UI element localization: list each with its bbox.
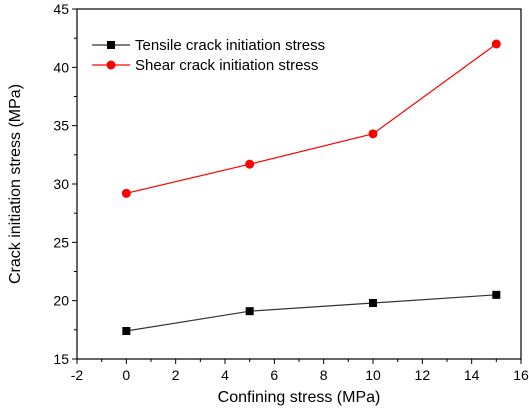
series-layer: [121, 39, 501, 335]
legend: Tensile crack initiation stress Shear cra…: [92, 37, 325, 74]
data-point-square: [245, 307, 254, 316]
x-tick-label: 12: [415, 367, 431, 383]
legend-label: Tensile crack initiation stress: [135, 37, 325, 54]
x-axis-ticks: -2 0 2 4 6 8 10 12 14 16: [71, 359, 529, 383]
y-axis-title: Crack initiation stress (MPa): [7, 84, 24, 284]
y-tick-label: 40: [53, 59, 69, 75]
x-tick-label: 4: [221, 367, 229, 383]
series-line: [126, 43, 497, 194]
x-axis-title: Confining stress (MPa): [218, 389, 381, 406]
data-point-square: [492, 290, 501, 299]
data-point-circle: [368, 129, 378, 139]
data-point-circle: [491, 39, 501, 49]
y-tick-label: 15: [53, 351, 69, 367]
x-tick-label: 14: [464, 367, 480, 383]
x-tick-label: 8: [320, 367, 328, 383]
x-tick-label: 10: [365, 367, 381, 383]
data-point-circle: [245, 159, 255, 169]
y-tick-label: 30: [53, 176, 69, 192]
y-tick-label: 45: [53, 1, 69, 17]
legend-label: Shear crack initiation stress: [135, 57, 318, 74]
x-tick-label: -2: [71, 367, 84, 383]
legend-marker-circle: [106, 60, 116, 70]
y-axis-ticks: 15 20 25 30 35 40 45: [53, 1, 77, 367]
x-tick-label: 16: [513, 367, 529, 383]
data-point-square: [369, 299, 377, 307]
y-tick-label: 25: [53, 234, 69, 250]
data-point-circle: [121, 188, 131, 198]
x-tick-label: 2: [172, 367, 180, 383]
x-tick-label: 0: [122, 367, 130, 383]
x-tick-label: 6: [270, 367, 278, 383]
legend-marker-square: [107, 41, 115, 49]
y-tick-label: 20: [53, 293, 69, 309]
y-tick-label: 35: [53, 118, 69, 134]
data-point-square: [122, 327, 131, 335]
series-line: [126, 294, 497, 332]
